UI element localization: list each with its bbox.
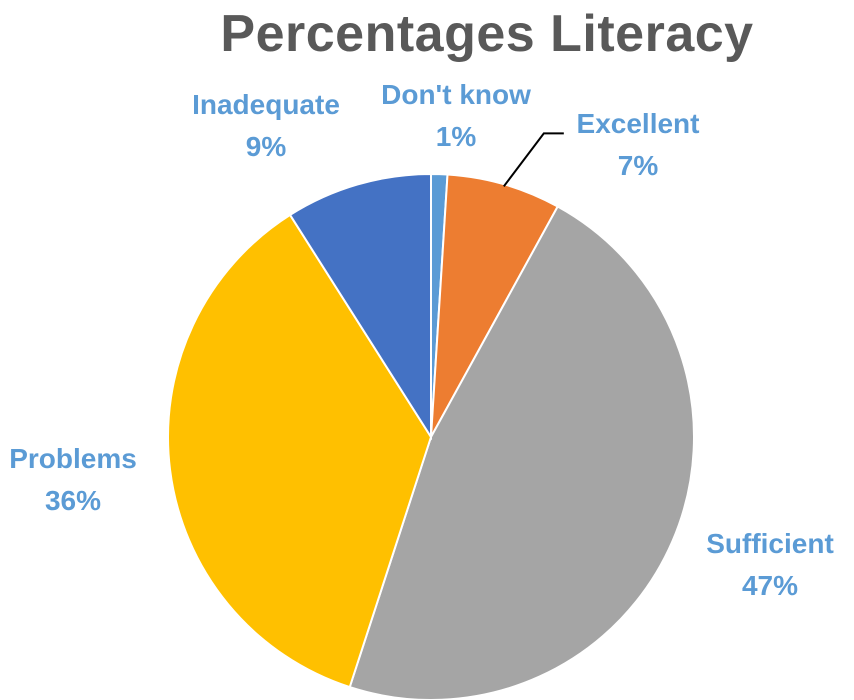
data-label-sufficient: Sufficient 47% — [706, 523, 834, 607]
data-label-problems: Problems 36% — [9, 438, 137, 522]
data-label-dont-know: Don't know 1% — [381, 74, 531, 158]
pie-slice-sufficient — [348, 205, 696, 700]
data-label-dont-know-category: Don't know — [381, 79, 531, 110]
data-label-inadequate-category: Inadequate — [192, 89, 340, 120]
chart-title: Percentages Literacy — [220, 5, 754, 63]
data-label-excellent: Excellent 7% — [577, 103, 700, 187]
data-label-excellent-percent: 7% — [617, 150, 659, 181]
data-label-inadequate: Inadequate 9% — [192, 84, 340, 168]
data-label-sufficient-percent: 47% — [741, 570, 799, 601]
pie-slice-problems — [167, 213, 433, 689]
leader-line-excellent — [503, 132, 564, 187]
data-label-problems-category: Problems — [9, 443, 137, 474]
data-label-inadequate-percent: 9% — [245, 131, 287, 162]
data-label-problems-percent: 36% — [44, 485, 102, 516]
data-label-excellent-category: Excellent — [576, 108, 700, 139]
data-label-sufficient-category: Sufficient — [706, 528, 834, 559]
data-label-dont-know-percent: 1% — [435, 121, 477, 152]
pie-slice-inadequate — [288, 172, 432, 441]
